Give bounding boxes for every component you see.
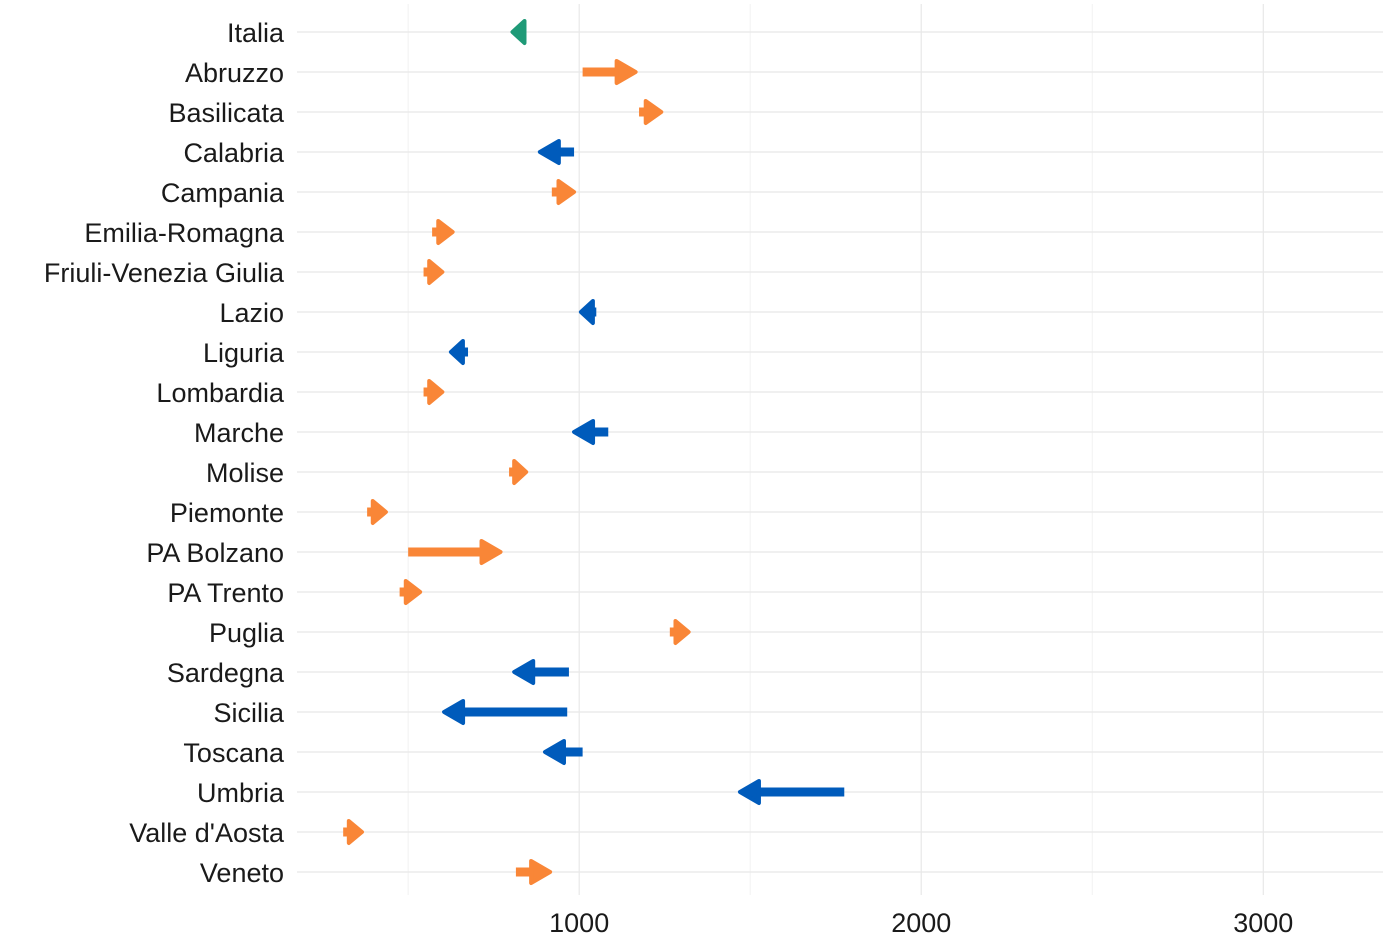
arrow-head — [556, 179, 577, 205]
arrow-puglia — [669, 619, 691, 645]
category-label: Sardegna — [167, 658, 285, 688]
arrow-head — [510, 19, 527, 45]
category-label: Piemonte — [170, 498, 284, 528]
arrow-shaft — [639, 107, 648, 117]
category-label: Abruzzo — [185, 58, 284, 88]
category-label: Marche — [194, 418, 284, 448]
x-tick-label: 1000 — [549, 908, 609, 937]
category-label: Campania — [161, 178, 285, 208]
arrow-shaft — [556, 147, 575, 157]
arrow-head — [578, 299, 595, 325]
category-label: Friuli-Venezia Giulia — [44, 258, 285, 288]
arrow-head — [512, 659, 536, 685]
arrow-italia — [510, 19, 527, 45]
arrow-head — [403, 579, 423, 605]
arrow-head — [737, 779, 761, 805]
arrow-shaft — [591, 427, 609, 437]
category-label: Calabria — [183, 138, 285, 168]
category-label: Liguria — [203, 338, 285, 368]
arrow-abruzzo — [582, 59, 638, 85]
arrow-friuli-venezia-giulia — [423, 259, 445, 285]
arrow-head — [572, 419, 596, 445]
arrow-pa-trento — [399, 579, 423, 605]
arrow-head — [537, 139, 561, 165]
arrow-shaft — [515, 867, 534, 877]
category-label: Umbria — [197, 778, 285, 808]
arrow-marche — [572, 419, 609, 445]
category-label: Toscana — [183, 738, 285, 768]
arrow-head — [673, 619, 691, 645]
arrow-head — [643, 99, 664, 125]
arrow-molise — [509, 459, 529, 485]
arrow-head — [442, 699, 466, 725]
category-label: Valle d'Aosta — [129, 818, 285, 848]
x-axis-tick-labels: 1000 2000 3000 — [549, 908, 1293, 937]
arrow-head — [427, 259, 445, 285]
arrow-head — [614, 59, 638, 85]
arrow-lombardia — [423, 379, 445, 405]
category-label: Italia — [227, 18, 285, 48]
category-label: Lazio — [219, 298, 284, 328]
category-label: Basilicata — [168, 98, 285, 128]
arrow-veneto — [515, 859, 553, 885]
arrow-sardegna — [512, 659, 569, 685]
arrow-shaft — [582, 67, 619, 77]
arrow-head — [448, 339, 465, 365]
arrow-pa-bolzano — [408, 539, 503, 565]
arrow-campania — [551, 179, 577, 205]
arrow-shaft — [561, 747, 583, 757]
arrow-valle-d-aosta — [343, 819, 364, 845]
arrow-shaft — [756, 787, 845, 797]
arrow-emilia-romagna — [432, 219, 455, 245]
arrow-sicilia — [442, 699, 568, 725]
arrow-piemonte — [367, 499, 388, 525]
arrow-head — [370, 499, 388, 525]
category-label: Molise — [206, 458, 284, 488]
arrow-shaft — [461, 707, 568, 717]
arrow-head — [346, 819, 364, 845]
category-label: Lombardia — [156, 378, 285, 408]
x-tick-label: 2000 — [891, 908, 951, 937]
arrow-head — [542, 739, 566, 765]
arrow-calabria — [537, 139, 575, 165]
arrow-head — [512, 459, 529, 485]
arrow-lazio — [578, 299, 597, 325]
arrow-shaft — [399, 587, 408, 597]
category-label: Puglia — [209, 618, 285, 648]
arrow-toscana — [542, 739, 583, 765]
arrow-basilicata — [639, 99, 664, 125]
arrow-head — [436, 219, 455, 245]
arrow-liguria — [448, 339, 469, 365]
arrow-shaft — [432, 227, 441, 237]
arrow-shaft — [531, 667, 569, 677]
arrow-marks — [343, 19, 845, 885]
category-labels: Italia Abruzzo Basilicata Calabria Campania E… — [44, 18, 285, 888]
x-tick-label: 3000 — [1233, 908, 1293, 937]
arrow-head — [529, 859, 553, 885]
category-label: Sicilia — [213, 698, 285, 728]
category-label: Veneto — [200, 858, 284, 888]
arrow-shaft — [551, 187, 561, 197]
arrow-head — [479, 539, 503, 565]
category-label: Emilia-Romagna — [84, 218, 285, 248]
category-label: PA Trento — [167, 578, 284, 608]
grid-lines — [297, 4, 1383, 895]
arrow-head — [427, 379, 445, 405]
arrow-shaft — [408, 547, 484, 557]
category-label: PA Bolzano — [146, 538, 284, 568]
arrow-umbria — [737, 779, 845, 805]
